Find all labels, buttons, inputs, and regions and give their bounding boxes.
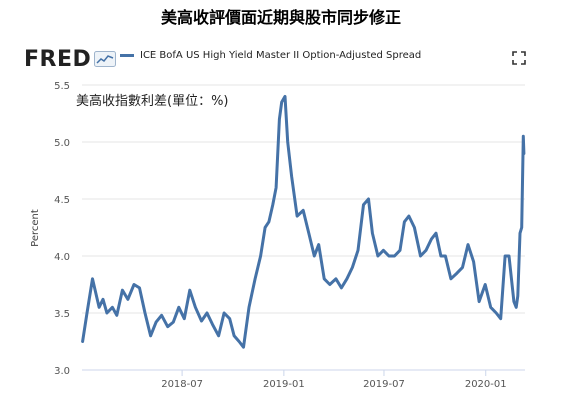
y-axis-ticks: 3.0 3.5 4.0 4.5 5.0 5.5 [54,81,70,377]
y-tick-label: 5.0 [54,138,70,149]
legend-label: ICE BofA US High Yield Master II Option-… [140,50,422,61]
fred-logo-text: FRED [24,46,92,72]
page-title: 美高收評價面近期與股市同步修正 [160,8,401,27]
legend-swatch [120,54,134,57]
grid-lines [82,84,525,314]
x-tick-label: 2019-01 [263,379,305,390]
fred-logo[interactable]: FRED [24,46,117,72]
y-tick-label: 5.5 [54,81,70,92]
y-tick-label: 3.5 [54,309,70,320]
x-axis-ticks: 2018-07 2019-01 2019-07 2020-01 [161,370,507,390]
y-axis-label: Percent [30,209,41,247]
series-line-high-yield-spread [81,94,526,349]
y-tick-label: 3.0 [54,366,70,377]
chart-legend: ICE BofA US High Yield Master II Option-… [120,50,421,61]
chart-badge-icon [94,51,117,67]
y-tick-label: 4.0 [54,252,70,263]
x-tick-label: 2018-07 [161,379,203,390]
y-tick-label: 4.5 [54,195,70,206]
chart-subtitle: 美高收指數利差(單位：%) [76,94,229,109]
x-tick-label: 2020-01 [465,379,507,390]
x-tick-label: 2019-07 [363,379,405,390]
expand-icon[interactable] [512,51,526,65]
